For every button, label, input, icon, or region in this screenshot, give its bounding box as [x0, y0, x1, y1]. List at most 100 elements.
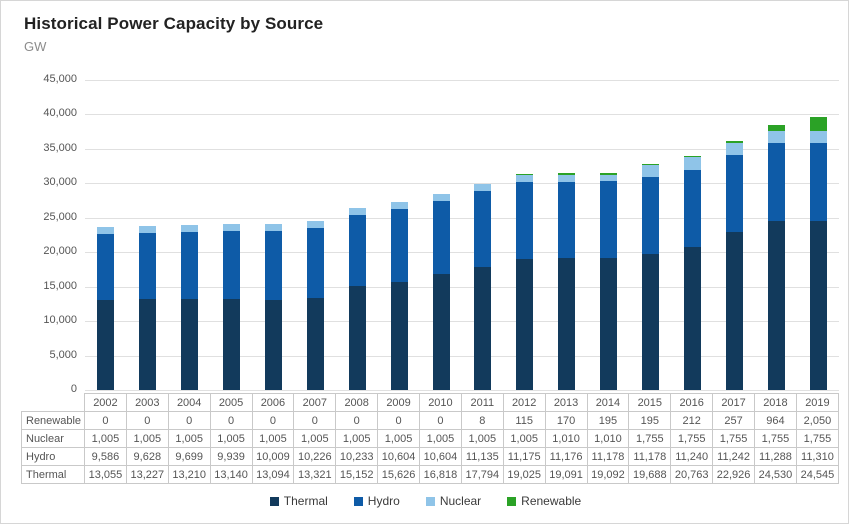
legend-swatch [425, 496, 435, 506]
bar-segment-thermal [474, 267, 492, 390]
chart-units-label: GW [24, 39, 47, 54]
table-cell: 195 [628, 411, 672, 430]
table-cell: 170 [544, 411, 588, 430]
bar-segment-thermal [767, 221, 785, 390]
gridline [85, 355, 839, 357]
table-cell: 15,152 [335, 465, 379, 484]
bar-column-2003 [127, 80, 169, 390]
table-cell: 11,176 [544, 447, 588, 466]
stacked-bar-2016 [683, 156, 701, 390]
table-cell: 19,688 [628, 465, 672, 484]
gridline [85, 390, 839, 391]
table-cell: 9,939 [209, 447, 253, 466]
table-cell: 1,755 [712, 429, 755, 448]
bar-column-2018 [755, 80, 797, 390]
table-year-header: 2005 [209, 393, 253, 412]
stacked-bar-2012 [516, 174, 534, 390]
gridline [85, 321, 839, 323]
table-cell: 13,140 [209, 465, 253, 484]
stacked-bar-2008 [348, 208, 366, 390]
table-cell: 1,005 [419, 429, 462, 448]
bar-column-2011 [462, 80, 504, 390]
gridline [85, 80, 839, 81]
bar-segment-nuclear [306, 220, 324, 228]
table-year-header: 2018 [754, 393, 797, 412]
bar-segment-nuclear [600, 174, 618, 182]
y-axis-tick-label: 0 [70, 383, 77, 395]
table-cell: 0 [251, 411, 295, 430]
table-year-header: 2019 [795, 393, 840, 412]
bar-segment-hydro [306, 227, 324, 299]
bar-segment-nuclear [474, 183, 492, 191]
table-cell: 0 [419, 411, 462, 430]
table-year-header: 2012 [502, 393, 546, 412]
stacked-bar-2004 [181, 225, 199, 390]
bar-segment-hydro [139, 232, 157, 299]
table-row-label: Renewable [21, 411, 85, 430]
table-cell: 10,604 [377, 447, 420, 466]
bar-segment-thermal [809, 220, 827, 390]
table-cell: 13,321 [293, 465, 337, 484]
bar-segment-thermal [558, 258, 576, 390]
table-cell: 0 [209, 411, 253, 430]
y-axis-tick-label: 10,000 [43, 314, 77, 327]
table-cell: 1,005 [251, 429, 295, 448]
table-cell: 16,818 [419, 465, 462, 484]
table-cell: 10,226 [293, 447, 337, 466]
table-year-header: 2016 [670, 393, 714, 412]
stacked-bar-2007 [306, 220, 324, 390]
bar-segment-nuclear [558, 174, 576, 182]
table-cell: 22,926 [712, 465, 755, 484]
table-cell: 1,005 [209, 429, 253, 448]
table-year-header: 2004 [167, 393, 211, 412]
table-cell: 1,005 [335, 429, 379, 448]
table-cell: 1,005 [84, 429, 127, 448]
table-cell: 195 [586, 411, 630, 430]
table-row-label: Thermal [21, 465, 85, 484]
table-cell: 1,005 [460, 429, 504, 448]
stacked-bar-2015 [642, 163, 660, 390]
table-cell: 1,005 [125, 429, 169, 448]
data-table: 2002 2003 2004 2005 2006 2007 2008 2009 2010 2011… [21, 393, 840, 484]
bar-segment-nuclear [767, 131, 785, 144]
y-axis-tick-label: 35,000 [43, 141, 77, 154]
bar-column-2004 [169, 80, 211, 390]
table-cell: 20,763 [670, 465, 714, 484]
table-year-header: 2002 [84, 393, 127, 412]
y-axis-tick-label: 5,000 [49, 348, 77, 361]
table-cell: 11,288 [754, 447, 797, 466]
bar-segment-thermal [181, 299, 199, 390]
table-cell: 13,094 [251, 465, 295, 484]
table-year-header: 2015 [628, 393, 672, 412]
table-cell: 964 [754, 411, 797, 430]
table-cell: 11,178 [628, 447, 672, 466]
y-axis-tick-label: 45,000 [43, 73, 77, 85]
stacked-bar-2011 [474, 183, 492, 390]
stacked-bar-2013 [558, 173, 576, 390]
bar-segment-thermal [223, 299, 241, 390]
table-cell: 8 [460, 411, 504, 430]
table-cell: 2,050 [795, 411, 840, 430]
table-cell: 0 [335, 411, 379, 430]
bar-segment-hydro [767, 143, 785, 222]
table-cell: 212 [670, 411, 714, 430]
stacked-bar-2006 [265, 223, 282, 390]
gridline [85, 183, 839, 185]
table-cell: 10,233 [335, 447, 379, 466]
bar-segment-hydro [516, 181, 534, 259]
bar-segment-renewable [516, 174, 534, 176]
gridline [85, 114, 839, 116]
table-cell: 1,755 [754, 429, 797, 448]
bar-column-2007 [294, 80, 336, 390]
y-axis-tick-label: 15,000 [43, 279, 77, 292]
stacked-bar-2019 [809, 116, 827, 390]
y-axis-tick-label: 20,000 [43, 245, 77, 258]
table-year-header: 2007 [293, 393, 337, 412]
bar-segment-thermal [97, 300, 115, 390]
stacked-bar-2014 [600, 173, 618, 390]
bar-segment-thermal [348, 285, 366, 390]
stacked-bar-2002 [97, 227, 115, 390]
bar-segment-nuclear [97, 227, 115, 235]
table-year-header: 2010 [419, 393, 462, 412]
legend-item-nuclear: Nuclear [425, 494, 481, 508]
